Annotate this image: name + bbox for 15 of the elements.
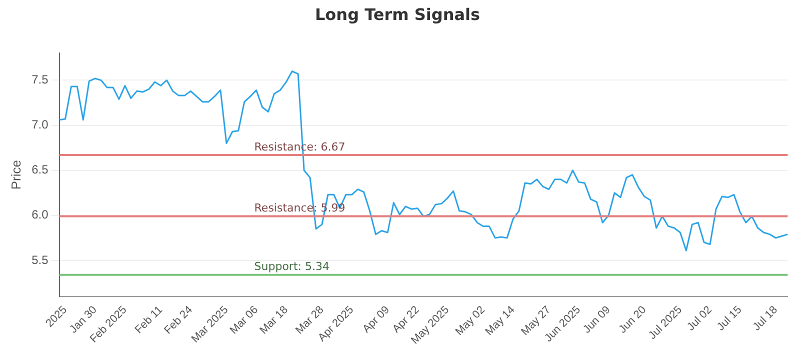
y-tick-label: 5.5 bbox=[32, 252, 49, 267]
y-tick-label: 6.0 bbox=[32, 208, 49, 222]
y-tick-label: 7.0 bbox=[32, 118, 49, 132]
x-tick-label: May 14 bbox=[483, 304, 518, 338]
chart-title: Long Term Signals bbox=[314, 4, 480, 24]
x-tick-label: Jul 18 bbox=[750, 304, 780, 334]
y-axis-title: Price bbox=[8, 160, 24, 190]
y-tick-label: 6.5 bbox=[32, 162, 49, 177]
x-tick-label: Jul 15 bbox=[714, 304, 744, 334]
ref-line-label: Support: 5.34 bbox=[254, 260, 330, 274]
y-tick-label: 7.5 bbox=[32, 72, 49, 87]
x-tick-label: Jun 20 bbox=[616, 304, 649, 336]
x-tick-label: Jun 09 bbox=[580, 304, 613, 336]
x-tick-label: Apr 09 bbox=[360, 304, 392, 336]
x-tick-label: Jul 02 bbox=[685, 304, 714, 334]
